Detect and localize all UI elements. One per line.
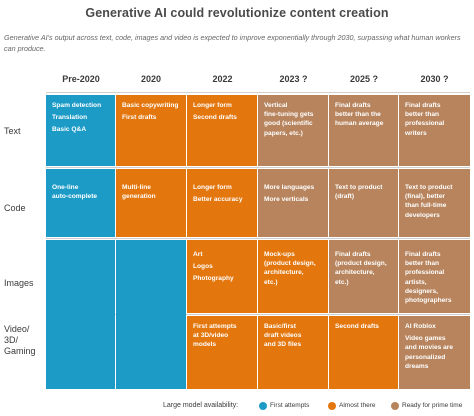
column-header-2030: 2030 ? — [420, 74, 449, 84]
cell-text-2020: Basic copywriting First drafts — [116, 95, 186, 166]
page-subtitle: Generative AI's output across text, code… — [4, 33, 461, 53]
legend-ready-swatch — [391, 402, 399, 410]
page-title: Generative AI could revolutionize conten… — [85, 6, 389, 20]
row-divider — [46, 167, 470, 168]
row-label-images: Images — [4, 278, 34, 288]
row-divider — [46, 314, 470, 315]
timeline-bar-pre2020-empty — [46, 240, 115, 389]
cell-code-2023: More languages More verticals — [258, 169, 328, 237]
row-label-video-3d-gaming: Video/ 3D/ Gaming — [4, 324, 36, 356]
cell-code-pre2020: One-line auto-complete — [46, 169, 115, 237]
cell-code-2030: Text to product (final), better than ful… — [399, 169, 470, 237]
row-label-code: Code — [4, 203, 26, 213]
column-header-2025: 2025 ? — [349, 74, 379, 84]
cell-text-2023: Vertical fine-tuning gets good (scientif… — [258, 95, 328, 166]
row-divider — [46, 238, 470, 239]
row-label-text: Text — [4, 126, 21, 136]
cell-images-2022: Art Logos Photography — [187, 240, 257, 313]
cell-video-2025: Second drafts — [329, 316, 398, 389]
column-header-pre2020: Pre-2020 — [62, 74, 100, 84]
cell-images-2023: Mock-ups (product design, architecture, … — [258, 240, 328, 313]
cell-text-2022: Longer form Second drafts — [187, 95, 257, 166]
column-header-2022: 2022 — [212, 74, 233, 84]
cell-video-2022: First attempts at 3D/video models — [187, 316, 257, 389]
legend-label: Large model availability: — [163, 402, 239, 409]
cell-images-2030: Final drafts better than professional ar… — [399, 240, 470, 313]
cell-text-2025: Final drafts better than the human avera… — [329, 95, 398, 166]
cell-images-2025: Final drafts (product design, architectu… — [329, 240, 398, 313]
legend-first-attempts-label: First attempts — [270, 402, 310, 409]
cell-text-2030: Final drafts better than professional wr… — [399, 95, 470, 166]
cell-video-2030: AI Roblox Video games and movies are per… — [399, 316, 470, 389]
legend-almost-there-swatch — [328, 402, 336, 410]
timeline-bar-2020-empty — [116, 240, 186, 389]
column-header-2023: 2023 ? — [279, 74, 308, 84]
column-header-2020: 2020 — [140, 74, 162, 84]
cell-code-2020: Multi-line generation — [116, 169, 186, 237]
legend-first-attempts-swatch — [259, 402, 267, 410]
cell-video-2023: Basic/first draft videos and 3D files — [258, 316, 328, 389]
cell-code-2025: Text to product (draft) — [329, 169, 398, 237]
legend-almost-there-label: Almost there — [339, 402, 376, 409]
cell-code-2022: Longer form Better accuracy — [187, 169, 257, 237]
legend-ready-label: Ready for prime time — [402, 402, 463, 409]
header-divider — [46, 92, 470, 93]
cell-text-pre2020: Spam detection Translation Basic Q&A — [46, 95, 115, 166]
